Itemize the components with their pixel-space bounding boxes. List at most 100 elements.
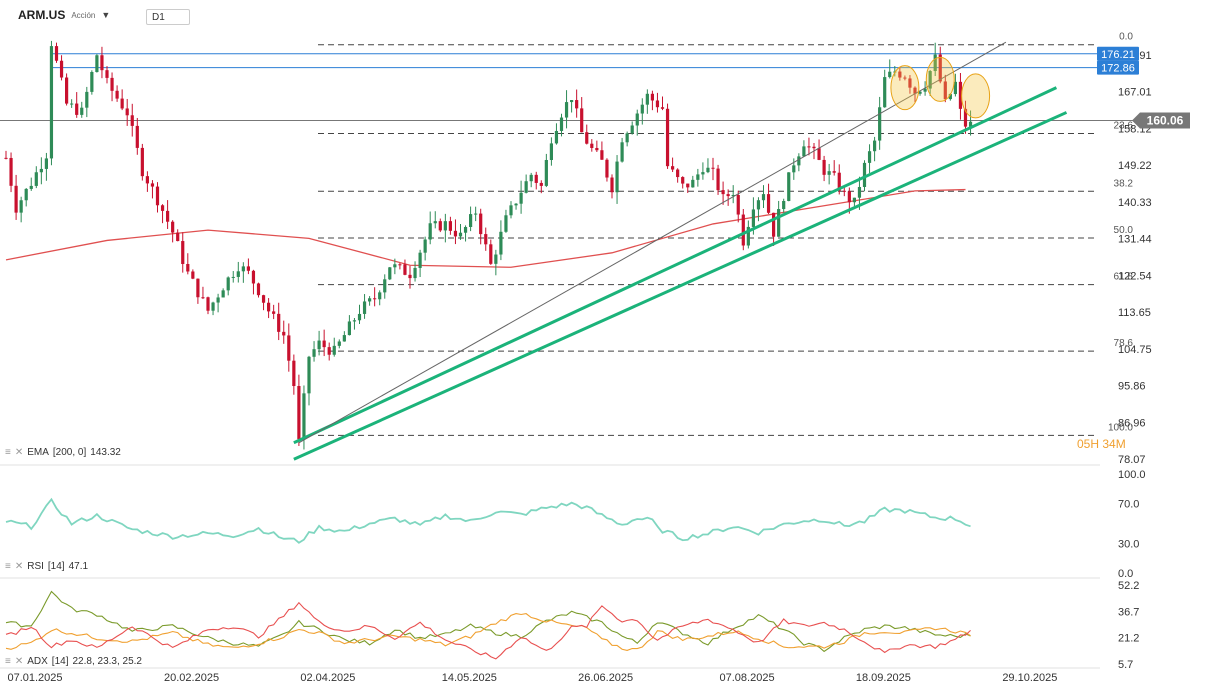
candle (261, 295, 266, 303)
candle (110, 77, 114, 91)
candle (292, 360, 296, 387)
candle (453, 230, 458, 237)
close-icon[interactable]: ✕ (14, 447, 24, 458)
candle (888, 71, 892, 78)
fibonacci-label: 78.6 (1114, 338, 1134, 349)
candle (90, 72, 94, 92)
candle (463, 226, 468, 233)
candle (277, 313, 281, 332)
menu-icon[interactable]: ≡ (5, 561, 11, 572)
candle (44, 158, 48, 169)
candle (847, 191, 851, 203)
candle (307, 356, 311, 394)
candle (645, 93, 649, 105)
candle (918, 91, 922, 94)
candle (115, 90, 119, 99)
highlight-marker (961, 73, 991, 119)
candle (797, 156, 801, 166)
candle (691, 179, 695, 188)
candle (873, 140, 877, 152)
timeframe-selector[interactable]: D1 (146, 9, 190, 25)
adx-indicator-label: ≡ ✕ ADX [14] 22.8, 23.3, 25.2 (5, 656, 142, 667)
ema-indicator-label: ≡ ✕ EMA [200, 0] 143.32 (5, 447, 121, 458)
close-icon[interactable]: ✕ (14, 561, 24, 572)
candle (772, 212, 776, 237)
candle (862, 162, 867, 187)
candle (671, 166, 675, 170)
adx-tick-label: 52.2 (1118, 580, 1139, 592)
candle (883, 77, 887, 108)
menu-icon[interactable]: ≡ (5, 447, 11, 458)
chevron-down-icon[interactable]: ▼ (101, 10, 111, 20)
candle (726, 194, 730, 197)
close-icon[interactable]: ✕ (14, 656, 24, 667)
candle (398, 264, 402, 266)
candle (438, 221, 442, 231)
candle (479, 213, 483, 235)
candle (302, 393, 306, 440)
adx-name: ADX (27, 656, 48, 667)
x-tick-label: 18.09.2025 (856, 672, 911, 684)
candle (605, 159, 609, 178)
candle (251, 270, 256, 284)
candle (817, 148, 821, 160)
menu-icon[interactable]: ≡ (5, 656, 11, 667)
candle (655, 100, 660, 108)
candle (443, 221, 447, 231)
candle (4, 157, 8, 159)
y-tick-label: 122.54 (1118, 270, 1152, 282)
price-tag (1097, 60, 1139, 75)
candle (736, 194, 740, 215)
candle (731, 194, 735, 197)
candle (433, 221, 437, 224)
rsi-name: RSI (27, 561, 44, 572)
adx-values: 22.8, 23.3, 25.2 (72, 656, 142, 667)
candle (958, 81, 963, 109)
candle (706, 167, 710, 173)
candle (585, 132, 589, 144)
candle (903, 77, 907, 79)
candle (787, 172, 791, 201)
candle (499, 231, 503, 255)
candle (80, 107, 84, 115)
y-tick-label: 104.75 (1118, 344, 1152, 356)
candle (9, 157, 13, 186)
candle (812, 146, 816, 149)
candle (595, 147, 599, 151)
symbol-label[interactable]: ARM.US (18, 8, 66, 22)
candle (226, 277, 230, 291)
candle (297, 386, 301, 440)
candle (186, 263, 190, 272)
candle (196, 278, 200, 298)
candle (711, 167, 715, 169)
ema-200-line (5, 188, 966, 268)
candle (347, 321, 351, 336)
candle (650, 93, 654, 101)
x-tick-label: 02.04.2025 (300, 672, 355, 684)
trendline (293, 86, 1058, 445)
candle (145, 176, 149, 184)
candle (166, 210, 170, 222)
candle (782, 200, 786, 210)
candle (474, 213, 478, 215)
rsi-tick-label: 0.0 (1118, 568, 1133, 580)
candle (388, 267, 392, 280)
candle (393, 264, 397, 268)
candle (95, 55, 99, 73)
y-tick-label: 78.07 (1118, 454, 1146, 466)
chart-header: ARM.US Acción ▼ (18, 8, 110, 22)
candle (832, 171, 836, 173)
highlight-marker (890, 65, 920, 111)
candle (211, 302, 215, 311)
candle (575, 100, 579, 109)
candle (160, 205, 165, 211)
rsi-indicator-label: ≡ ✕ RSI [14] 47.1 (5, 561, 88, 572)
candle (403, 264, 407, 275)
candle (221, 290, 225, 298)
x-tick-label: 14.05.2025 (442, 672, 497, 684)
x-tick-label: 07.08.2025 (720, 672, 775, 684)
candle (807, 146, 811, 148)
candle (54, 46, 59, 61)
candle (362, 301, 367, 314)
